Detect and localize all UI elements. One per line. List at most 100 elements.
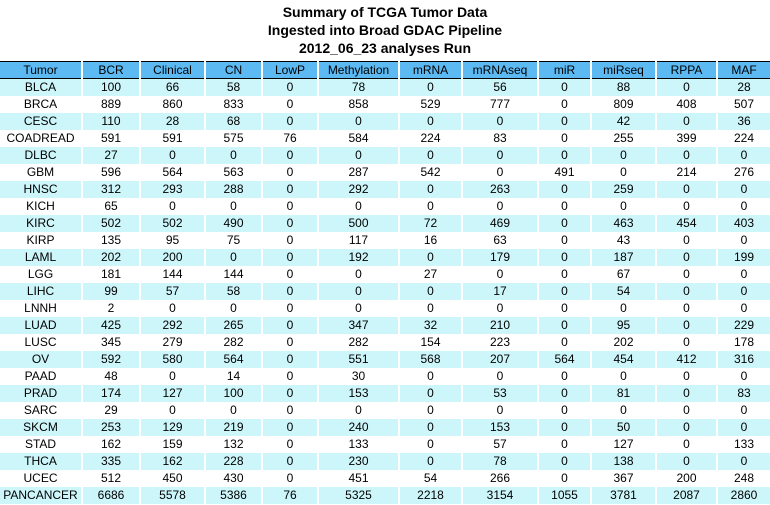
value-cell: 192 xyxy=(318,248,400,266)
value-cell: 858 xyxy=(318,95,400,113)
value-cell: 279 xyxy=(140,333,206,351)
value-cell: 0 xyxy=(656,180,718,198)
column-header-cn: CN xyxy=(205,61,263,79)
value-cell: 27 xyxy=(399,265,463,283)
value-cell: 833 xyxy=(205,95,263,113)
column-header-mirseq: miRseq xyxy=(591,61,657,79)
value-cell: 425 xyxy=(82,316,141,334)
value-cell: 809 xyxy=(591,95,657,113)
value-cell: 200 xyxy=(656,469,718,487)
value-cell: 53 xyxy=(462,384,539,402)
value-cell: 28 xyxy=(737,80,751,95)
value-cell: 72 xyxy=(399,214,463,232)
column-header-maf: MAF xyxy=(717,61,770,79)
value-cell: 75 xyxy=(205,231,263,249)
value-cell: 0 xyxy=(462,367,539,385)
value-cell: 0 xyxy=(262,282,319,300)
value-cell: 43 xyxy=(591,231,657,249)
value-cell: 430 xyxy=(205,469,263,487)
value-cell: 316 xyxy=(733,352,755,366)
value-cell: 153 xyxy=(462,418,539,436)
table-row-brca: BRCA 889 860 833 0 858 529 777 0 809 408 507 xyxy=(0,95,770,113)
value-cell: 144 xyxy=(140,265,206,283)
value-cell: 154 xyxy=(399,333,463,351)
value-cell: 132 xyxy=(205,435,263,453)
column-header-mrnaseq: mRNAseq xyxy=(462,61,539,79)
value-cell: 502 xyxy=(140,214,206,232)
table-row-sarc: SARC 29 0 0 0 0 0 0 0 0 0 0 xyxy=(0,401,770,419)
value-cell: 63 xyxy=(462,231,539,249)
value-cell: 0 xyxy=(740,182,748,196)
value-cell: 0 xyxy=(538,78,592,96)
value-cell: 0 xyxy=(538,129,592,147)
value-cell: 502 xyxy=(82,214,141,232)
column-header-bcr: BCR xyxy=(82,61,141,79)
value-cell: 568 xyxy=(399,350,463,368)
value-cell: 48 xyxy=(82,367,141,385)
tumor-name-cell: GBM xyxy=(0,163,83,181)
value-cell: 3154 xyxy=(462,486,539,504)
value-cell: 0 xyxy=(656,401,718,419)
tumor-name-cell: PANCANCER xyxy=(0,486,83,504)
column-header-mrna: mRNA xyxy=(399,61,463,79)
value-cell: 58 xyxy=(205,78,263,96)
value-cell: 0 xyxy=(140,299,206,317)
value-cell: 0 xyxy=(538,146,592,164)
value-cell: 202 xyxy=(82,248,141,266)
value-cell: 129 xyxy=(140,418,206,436)
value-cell: 564 xyxy=(538,350,592,368)
value-cell: 0 xyxy=(140,401,206,419)
table-row-cesc: CESC 110 28 68 0 0 0 0 0 42 0 36 xyxy=(0,112,770,130)
tumor-name-cell: KIRC xyxy=(0,214,83,232)
value-cell: 0 xyxy=(262,418,319,436)
value-cell: 0 xyxy=(538,418,592,436)
value-cell: 153 xyxy=(318,384,400,402)
tumor-name-cell: KICH xyxy=(0,197,83,215)
value-cell: 187 xyxy=(591,248,657,266)
value-cell: 0 xyxy=(740,403,748,417)
value-cell: 65 xyxy=(82,197,141,215)
value-cell: 0 xyxy=(140,197,206,215)
table-row-hnsc: HNSC 312 293 288 0 292 0 263 0 259 0 0 xyxy=(0,180,770,198)
value-cell: 67 xyxy=(591,265,657,283)
value-cell: 451 xyxy=(318,469,400,487)
value-cell: 0 xyxy=(538,435,592,453)
value-cell: 162 xyxy=(140,452,206,470)
value-cell: 0 xyxy=(538,384,592,402)
tumor-name-cell: LNNH xyxy=(0,299,83,317)
value-cell: 0 xyxy=(538,197,592,215)
value-cell: 0 xyxy=(462,163,539,181)
table-row-laml: LAML 202 200 0 0 192 0 179 0 187 0 199 xyxy=(0,248,770,266)
value-cell: 3781 xyxy=(591,486,657,504)
tumor-name-cell: STAD xyxy=(0,435,83,453)
value-cell: 563 xyxy=(205,163,263,181)
value-cell: 0 xyxy=(262,367,319,385)
value-cell: 777 xyxy=(462,95,539,113)
value-cell: 0 xyxy=(538,180,592,198)
value-cell: 0 xyxy=(140,146,206,164)
table-row-pancancer: PANCANCER 6686 5578 5386 76 5325 2218 3154 1055 3… xyxy=(0,486,770,504)
value-cell: 0 xyxy=(538,316,592,334)
value-cell: 219 xyxy=(205,418,263,436)
value-cell: 0 xyxy=(538,248,592,266)
report-title-line2: Ingested into Broad GDAC Pipeline xyxy=(267,22,503,38)
value-cell: 0 xyxy=(399,384,463,402)
value-cell: 0 xyxy=(262,384,319,402)
value-cell: 491 xyxy=(538,163,592,181)
column-header-mir: miR xyxy=(538,61,592,79)
value-cell: 224 xyxy=(733,131,755,145)
table-row-lnnh: LNNH 2 0 0 0 0 0 0 0 0 0 0 xyxy=(0,299,770,317)
value-cell: 288 xyxy=(205,180,263,198)
tumor-name-cell: UCEC xyxy=(0,469,83,487)
table-row-ov: OV 592 580 564 0 551 568 207 564 454 412 316 xyxy=(0,350,770,368)
value-cell: 259 xyxy=(591,180,657,198)
column-header-clinical: Clinical xyxy=(140,61,206,79)
value-cell: 200 xyxy=(140,248,206,266)
tumor-name-cell: PAAD xyxy=(0,367,83,385)
tumor-name-cell: KIRP xyxy=(0,231,83,249)
value-cell: 0 xyxy=(740,420,748,434)
value-cell: 229 xyxy=(733,318,755,332)
value-cell: 512 xyxy=(82,469,141,487)
value-cell: 76 xyxy=(262,486,319,504)
value-cell: 263 xyxy=(462,180,539,198)
